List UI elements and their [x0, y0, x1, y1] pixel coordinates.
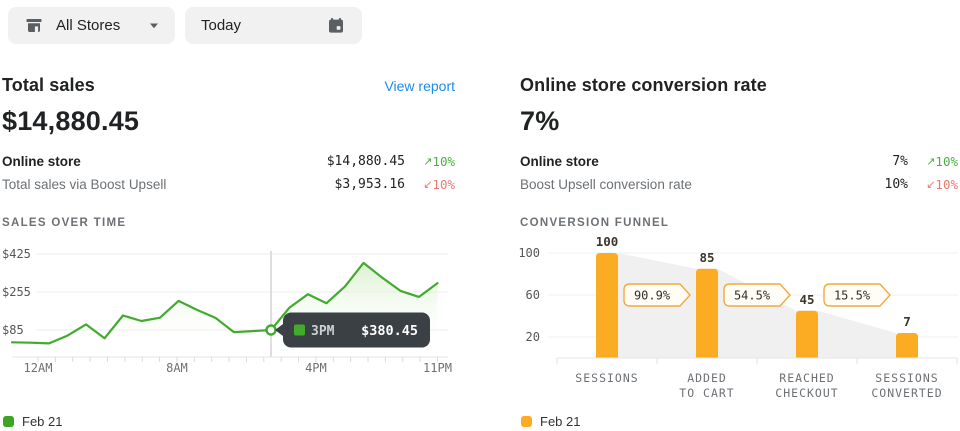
sales-chart-legend: Feb 21 [3, 414, 62, 429]
svg-text:4PM: 4PM [305, 361, 327, 375]
metric-label: Online store [2, 154, 81, 169]
metric-delta-value: 10% [432, 154, 455, 169]
metric-delta-value: 10% [935, 177, 958, 192]
metric-value: $3,953.16 [334, 177, 405, 192]
conversion-rate-title: Online store conversion rate [520, 75, 767, 95]
metric-delta: ↗ 10% [912, 154, 958, 169]
svg-text:8AM: 8AM [166, 361, 188, 375]
trend-up-icon: ↗ [926, 155, 936, 168]
svg-text:$425: $425 [2, 247, 31, 261]
svg-text:85: 85 [699, 250, 714, 265]
dashboard-content: Total sales View report $14,880.45 Onlin… [0, 44, 960, 431]
legend-swatch-green [3, 416, 14, 427]
view-report-link[interactable]: View report [384, 78, 455, 94]
svg-text:SESSIONS: SESSIONS [575, 371, 638, 385]
trend-down-icon: ↙ [926, 178, 936, 191]
conversion-rate-value: 7% [520, 106, 560, 136]
svg-text:TO CART: TO CART [679, 386, 734, 400]
metric-row: Total sales via Boost Upsell $3,953.16 ↙ 10… [2, 173, 455, 196]
metric-row: Boost Upsell conversion rate 10% ↙ 10% [520, 173, 958, 196]
legend-label: Feb 21 [22, 414, 63, 429]
svg-text:20: 20 [526, 330, 540, 344]
svg-text:$85: $85 [2, 323, 24, 337]
panel-header: Online store conversion rate [520, 75, 958, 96]
total-sales-value: $14,880.45 [2, 106, 140, 136]
svg-text:60: 60 [526, 288, 540, 302]
metric-delta-value: 10% [935, 154, 958, 169]
sales-over-time-label: SALES OVER TIME [2, 217, 127, 229]
svg-text:100: 100 [518, 246, 540, 260]
svg-text:45: 45 [799, 292, 814, 307]
total-sales-metric-rows: Online store $14,880.45 ↗ 10% Total sales vi… [2, 150, 455, 196]
metric-value: 7% [892, 154, 908, 169]
metric-value: $14,880.45 [326, 154, 405, 169]
total-sales-title: Total sales [2, 75, 95, 95]
svg-text:ADDED: ADDED [687, 371, 727, 385]
svg-text:11PM: 11PM [423, 361, 452, 375]
svg-text:CONVERTED: CONVERTED [871, 386, 942, 400]
metric-row: Online store $14,880.45 ↗ 10% [2, 150, 455, 173]
metric-delta: ↙ 10% [912, 177, 958, 192]
store-icon [26, 18, 42, 32]
calendar-icon [329, 17, 343, 33]
svg-text:CHECKOUT: CHECKOUT [775, 386, 838, 400]
date-selector-label: Today [201, 17, 242, 34]
svg-text:REACHED: REACHED [779, 371, 834, 385]
svg-text:7: 7 [903, 314, 911, 329]
svg-text:$255: $255 [2, 285, 31, 299]
store-selector-label: All Stores [56, 17, 121, 34]
legend-label: Feb 21 [540, 414, 581, 429]
svg-text:54.5%: 54.5% [734, 289, 771, 303]
metric-row: Online store 7% ↗ 10% [520, 150, 958, 173]
metric-label: Online store [520, 154, 599, 169]
metric-delta: ↗ 10% [409, 154, 455, 169]
metric-label: Total sales via Boost Upsell [2, 177, 167, 192]
chevron-down-icon [150, 23, 158, 28]
svg-text:$380.45: $380.45 [361, 323, 418, 339]
svg-text:15.5%: 15.5% [834, 289, 871, 303]
trend-down-icon: ↙ [423, 178, 433, 191]
store-selector-button[interactable]: All Stores [8, 7, 175, 44]
topbar: All Stores Today [0, 0, 960, 44]
svg-text:12AM: 12AM [24, 361, 53, 375]
sales-over-time-chart[interactable]: $85 $255 $425 12AM 8AM 4PM 11PM 3PM $380.45 [2, 241, 455, 379]
conversion-rate-panel: Online store conversion rate 7% Online s… [518, 44, 958, 431]
svg-text:3PM: 3PM [311, 324, 335, 339]
svg-text:SESSIONS: SESSIONS [875, 371, 938, 385]
chart-tooltip: 3PM $380.45 [275, 312, 430, 348]
trend-up-icon: ↗ [423, 155, 433, 168]
conversion-funnel-chart[interactable]: 20 60 100 100 85 45 7 90.9% 54.5% 15.5% SESSIONS AD… [518, 234, 958, 411]
conversion-metric-rows: Online store 7% ↗ 10% Boost Upsell conversio… [520, 150, 958, 196]
legend-swatch-orange [521, 416, 532, 427]
svg-text:100: 100 [596, 234, 619, 249]
metric-delta-value: 10% [432, 177, 455, 192]
metric-label: Boost Upsell conversion rate [520, 177, 692, 192]
metric-value: 10% [884, 177, 908, 192]
metric-delta: ↙ 10% [409, 177, 455, 192]
panel-header: Total sales View report [2, 75, 455, 96]
svg-text:90.9%: 90.9% [634, 289, 671, 303]
conversion-funnel-label: CONVERSION FUNNEL [520, 217, 670, 229]
date-selector-button[interactable]: Today [185, 7, 362, 44]
total-sales-panel: Total sales View report $14,880.45 Onlin… [2, 44, 455, 431]
funnel-chart-legend: Feb 21 [521, 414, 580, 429]
